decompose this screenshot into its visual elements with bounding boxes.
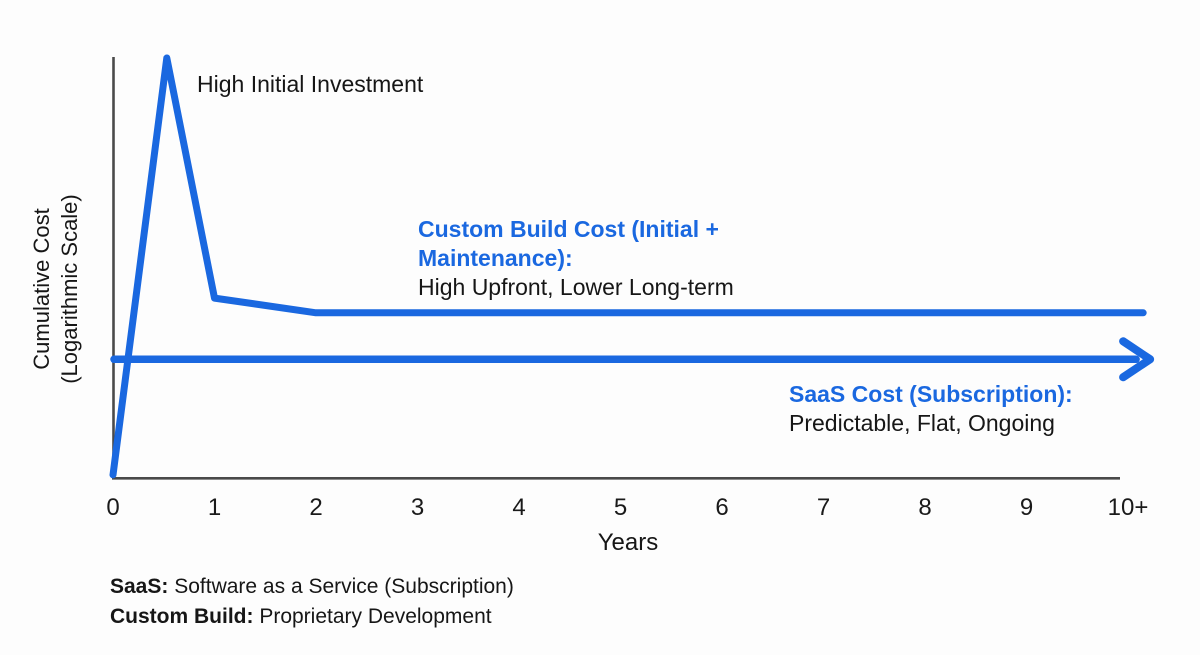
annotation-high-initial-investment: High Initial Investment — [197, 71, 424, 97]
saas-label-desc: Predictable, Flat, Ongoing — [789, 410, 1055, 436]
custom-build-cost-line — [109, 54, 1147, 479]
glossary-line-custom-build: Custom Build: Proprietary Development — [110, 602, 514, 632]
arrow-right-icon — [1119, 337, 1155, 382]
saas-series-label: SaaS Cost (Subscription): Predictable, F… — [789, 380, 1073, 438]
x-axis-ticks: 0 1 2 3 4 5 6 7 8 9 10+ — [0, 494, 1200, 524]
glossary-def-saas: Software as a Service (Subscription) — [174, 575, 514, 598]
x-tick-10+: 10+ — [1107, 494, 1149, 521]
x-tick-1: 1 — [207, 494, 222, 521]
x-tick-5: 5 — [613, 494, 628, 521]
custom-build-series-label: Custom Build Cost (Initial + Maintenance… — [418, 215, 734, 302]
glossary-term-custom-build: Custom Build: — [110, 605, 254, 628]
x-tick-4: 4 — [512, 494, 526, 521]
x-tick-0: 0 — [106, 494, 120, 521]
custom-build-label-desc: High Upfront, Lower Long-term — [418, 274, 734, 300]
x-tick-9: 9 — [1019, 494, 1034, 521]
glossary-def-custom-build: Proprietary Development — [259, 605, 492, 628]
x-tick-8: 8 — [918, 494, 932, 521]
custom-build-label-title-line1: Custom Build Cost (Initial + — [418, 216, 719, 242]
x-axis-title: Years — [597, 529, 659, 556]
glossary-term-saas: SaaS: — [110, 575, 169, 598]
glossary: SaaS: Software as a Service (Subscriptio… — [110, 572, 514, 632]
saas-label-title: SaaS Cost (Subscription): — [789, 381, 1073, 407]
x-tick-2: 2 — [309, 494, 323, 521]
custom-build-label-title-line2: Maintenance): — [418, 245, 573, 271]
x-tick-3: 3 — [410, 494, 425, 521]
x-tick-6: 6 — [715, 494, 729, 521]
glossary-line-saas: SaaS: Software as a Service (Subscriptio… — [110, 572, 514, 602]
x-tick-7: 7 — [816, 494, 831, 521]
